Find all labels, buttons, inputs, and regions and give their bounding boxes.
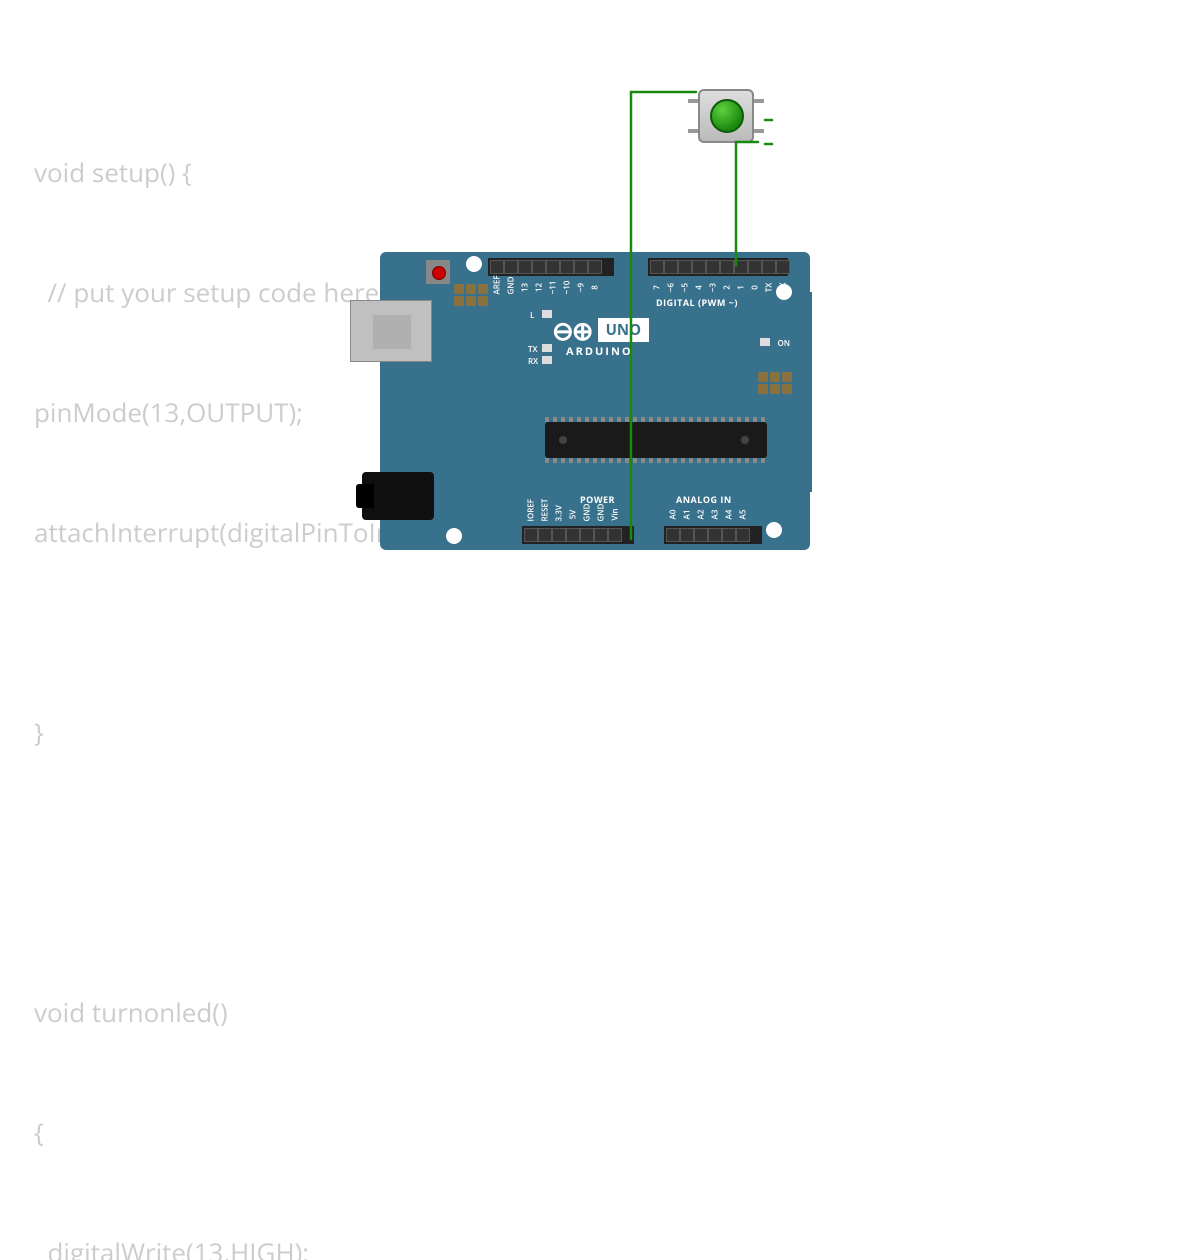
header-digital-right[interactable] [648, 258, 788, 276]
arduino-logo: ⊖⊕ UNO [552, 312, 649, 348]
pin-labels-top-left: AREFGND 1312 ~11~10 ~98 [490, 282, 602, 293]
pushbutton-component[interactable] [690, 85, 762, 147]
reset-button[interactable] [426, 260, 450, 284]
button-leg [754, 99, 764, 103]
icsp-header-2 [758, 372, 792, 394]
usb-connector [350, 300, 432, 362]
code-line: void setup() { [34, 152, 721, 192]
mount-hole [766, 522, 782, 538]
atmega-chip [545, 422, 767, 458]
mount-hole [446, 528, 462, 544]
button-leg [688, 129, 698, 133]
infinity-icon: ⊖⊕ [552, 312, 592, 348]
digital-section-label: DIGITAL (PWM ~) [656, 296, 738, 309]
pin-labels-power: IOREFRESET 3.3V5V GNDGND Vin [524, 509, 622, 520]
arduino-brand-text: ARDUINO [566, 344, 633, 359]
code-block: void setup() { // put your setup code he… [34, 72, 721, 1260]
header-analog[interactable] [664, 526, 762, 544]
analog-section-label: ANALOG IN [676, 493, 732, 506]
pin-labels-top-right: 7~6 ~54 ~32 10 TXRX [650, 282, 790, 293]
on-led [760, 338, 770, 346]
icsp-header-1 [454, 284, 488, 306]
rx-led-label: RX [528, 356, 538, 367]
button-cap[interactable] [710, 99, 744, 133]
tx-led-label: TX [528, 344, 538, 355]
mount-hole [466, 256, 482, 272]
button-leg [754, 129, 764, 133]
tx-led [542, 344, 552, 352]
rx-led [542, 356, 552, 364]
header-power[interactable] [522, 526, 634, 544]
button-leg [688, 99, 698, 103]
code-line: void turnonled() [34, 992, 721, 1032]
header-digital-left[interactable] [488, 258, 614, 276]
code-line: } [34, 712, 721, 752]
pin-labels-analog: A0A1 A2A3 A4A5 [666, 509, 750, 520]
code-line: digitalWrite(13,HIGH); [34, 1232, 721, 1260]
power-jack [362, 472, 434, 520]
power-section-label: POWER [580, 493, 615, 506]
uno-label: UNO [598, 318, 649, 342]
code-line: { [34, 1112, 721, 1152]
l-led-label: L [530, 310, 534, 321]
arduino-board[interactable]: AREFGND 1312 ~11~10 ~98 7~6 ~54 ~32 10 T… [380, 252, 810, 550]
l-led [542, 310, 552, 318]
on-led-label: ON [777, 338, 790, 349]
